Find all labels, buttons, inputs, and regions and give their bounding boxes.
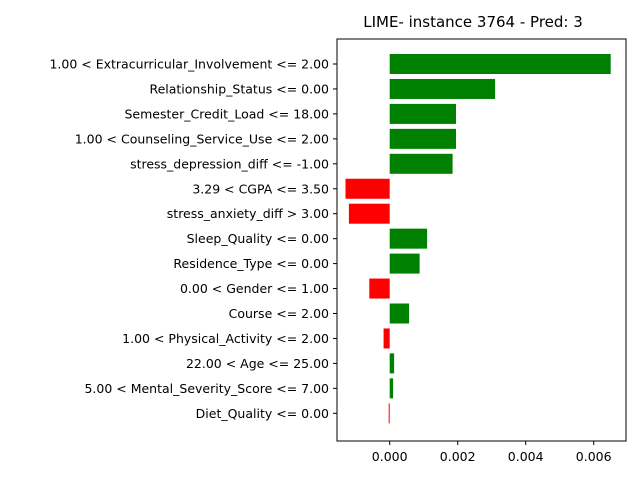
y-tick-label-3: 1.00 < Counseling_Service_Use <= 2.00 [75, 131, 329, 146]
bar-4 [389, 153, 453, 174]
bar-14 [388, 403, 390, 424]
bar-8 [389, 253, 420, 274]
bar-1 [389, 78, 496, 99]
y-tick-label-14: Diet_Quality <= 0.00 [196, 406, 329, 421]
bar-9 [369, 278, 390, 299]
x-tick-label-3: 0.006 [576, 449, 612, 464]
x-tick-label-0: 0.000 [372, 449, 408, 464]
y-tick-label-9: 0.00 < Gender <= 1.00 [180, 281, 329, 296]
bar-2 [389, 103, 456, 124]
bar-6 [348, 203, 390, 224]
x-tick-label-1: 0.002 [440, 449, 476, 464]
bar-7 [389, 228, 428, 249]
bar-11 [383, 328, 390, 349]
y-tick-label-6: stress_anxiety_diff > 3.00 [167, 206, 329, 221]
y-tick-label-11: 1.00 < Physical_Activity <= 2.00 [122, 331, 329, 346]
y-tick-label-1: Relationship_Status <= 0.00 [149, 81, 329, 96]
y-tick-label-0: 1.00 < Extracurricular_Involvement <= 2.… [49, 57, 329, 72]
plot-frame [336, 38, 627, 442]
bar-0 [389, 54, 611, 74]
chart-title: LIME- instance 3764 - Pred: 3 [363, 13, 583, 31]
bar-12 [389, 353, 395, 374]
y-tick-label-2: Semester_Credit_Load <= 18.00 [125, 106, 330, 121]
bar-13 [389, 378, 394, 399]
bar-3 [389, 128, 456, 149]
y-tick-label-10: Course <= 2.00 [229, 306, 329, 321]
x-ticks: 0.000 0.002 0.004 0.006 [372, 441, 612, 464]
bar-5 [345, 178, 390, 199]
y-tick-labels: 1.00 < Extracurricular_Involvement <= 2.… [49, 57, 337, 421]
y-tick-label-5: 3.29 < CGPA <= 3.50 [192, 181, 329, 196]
y-tick-label-12: 22.00 < Age <= 25.00 [186, 356, 329, 371]
x-tick-label-2: 0.004 [508, 449, 544, 464]
y-tick-label-4: stress_depression_diff <= -1.00 [130, 156, 329, 171]
y-tick-label-13: 5.00 < Mental_Severity_Score <= 7.00 [84, 381, 329, 396]
bar-10 [389, 303, 410, 324]
y-tick-label-7: Sleep_Quality <= 0.00 [187, 231, 329, 246]
bars-group [345, 54, 611, 424]
y-tick-label-8: Residence_Type <= 0.00 [173, 256, 329, 271]
